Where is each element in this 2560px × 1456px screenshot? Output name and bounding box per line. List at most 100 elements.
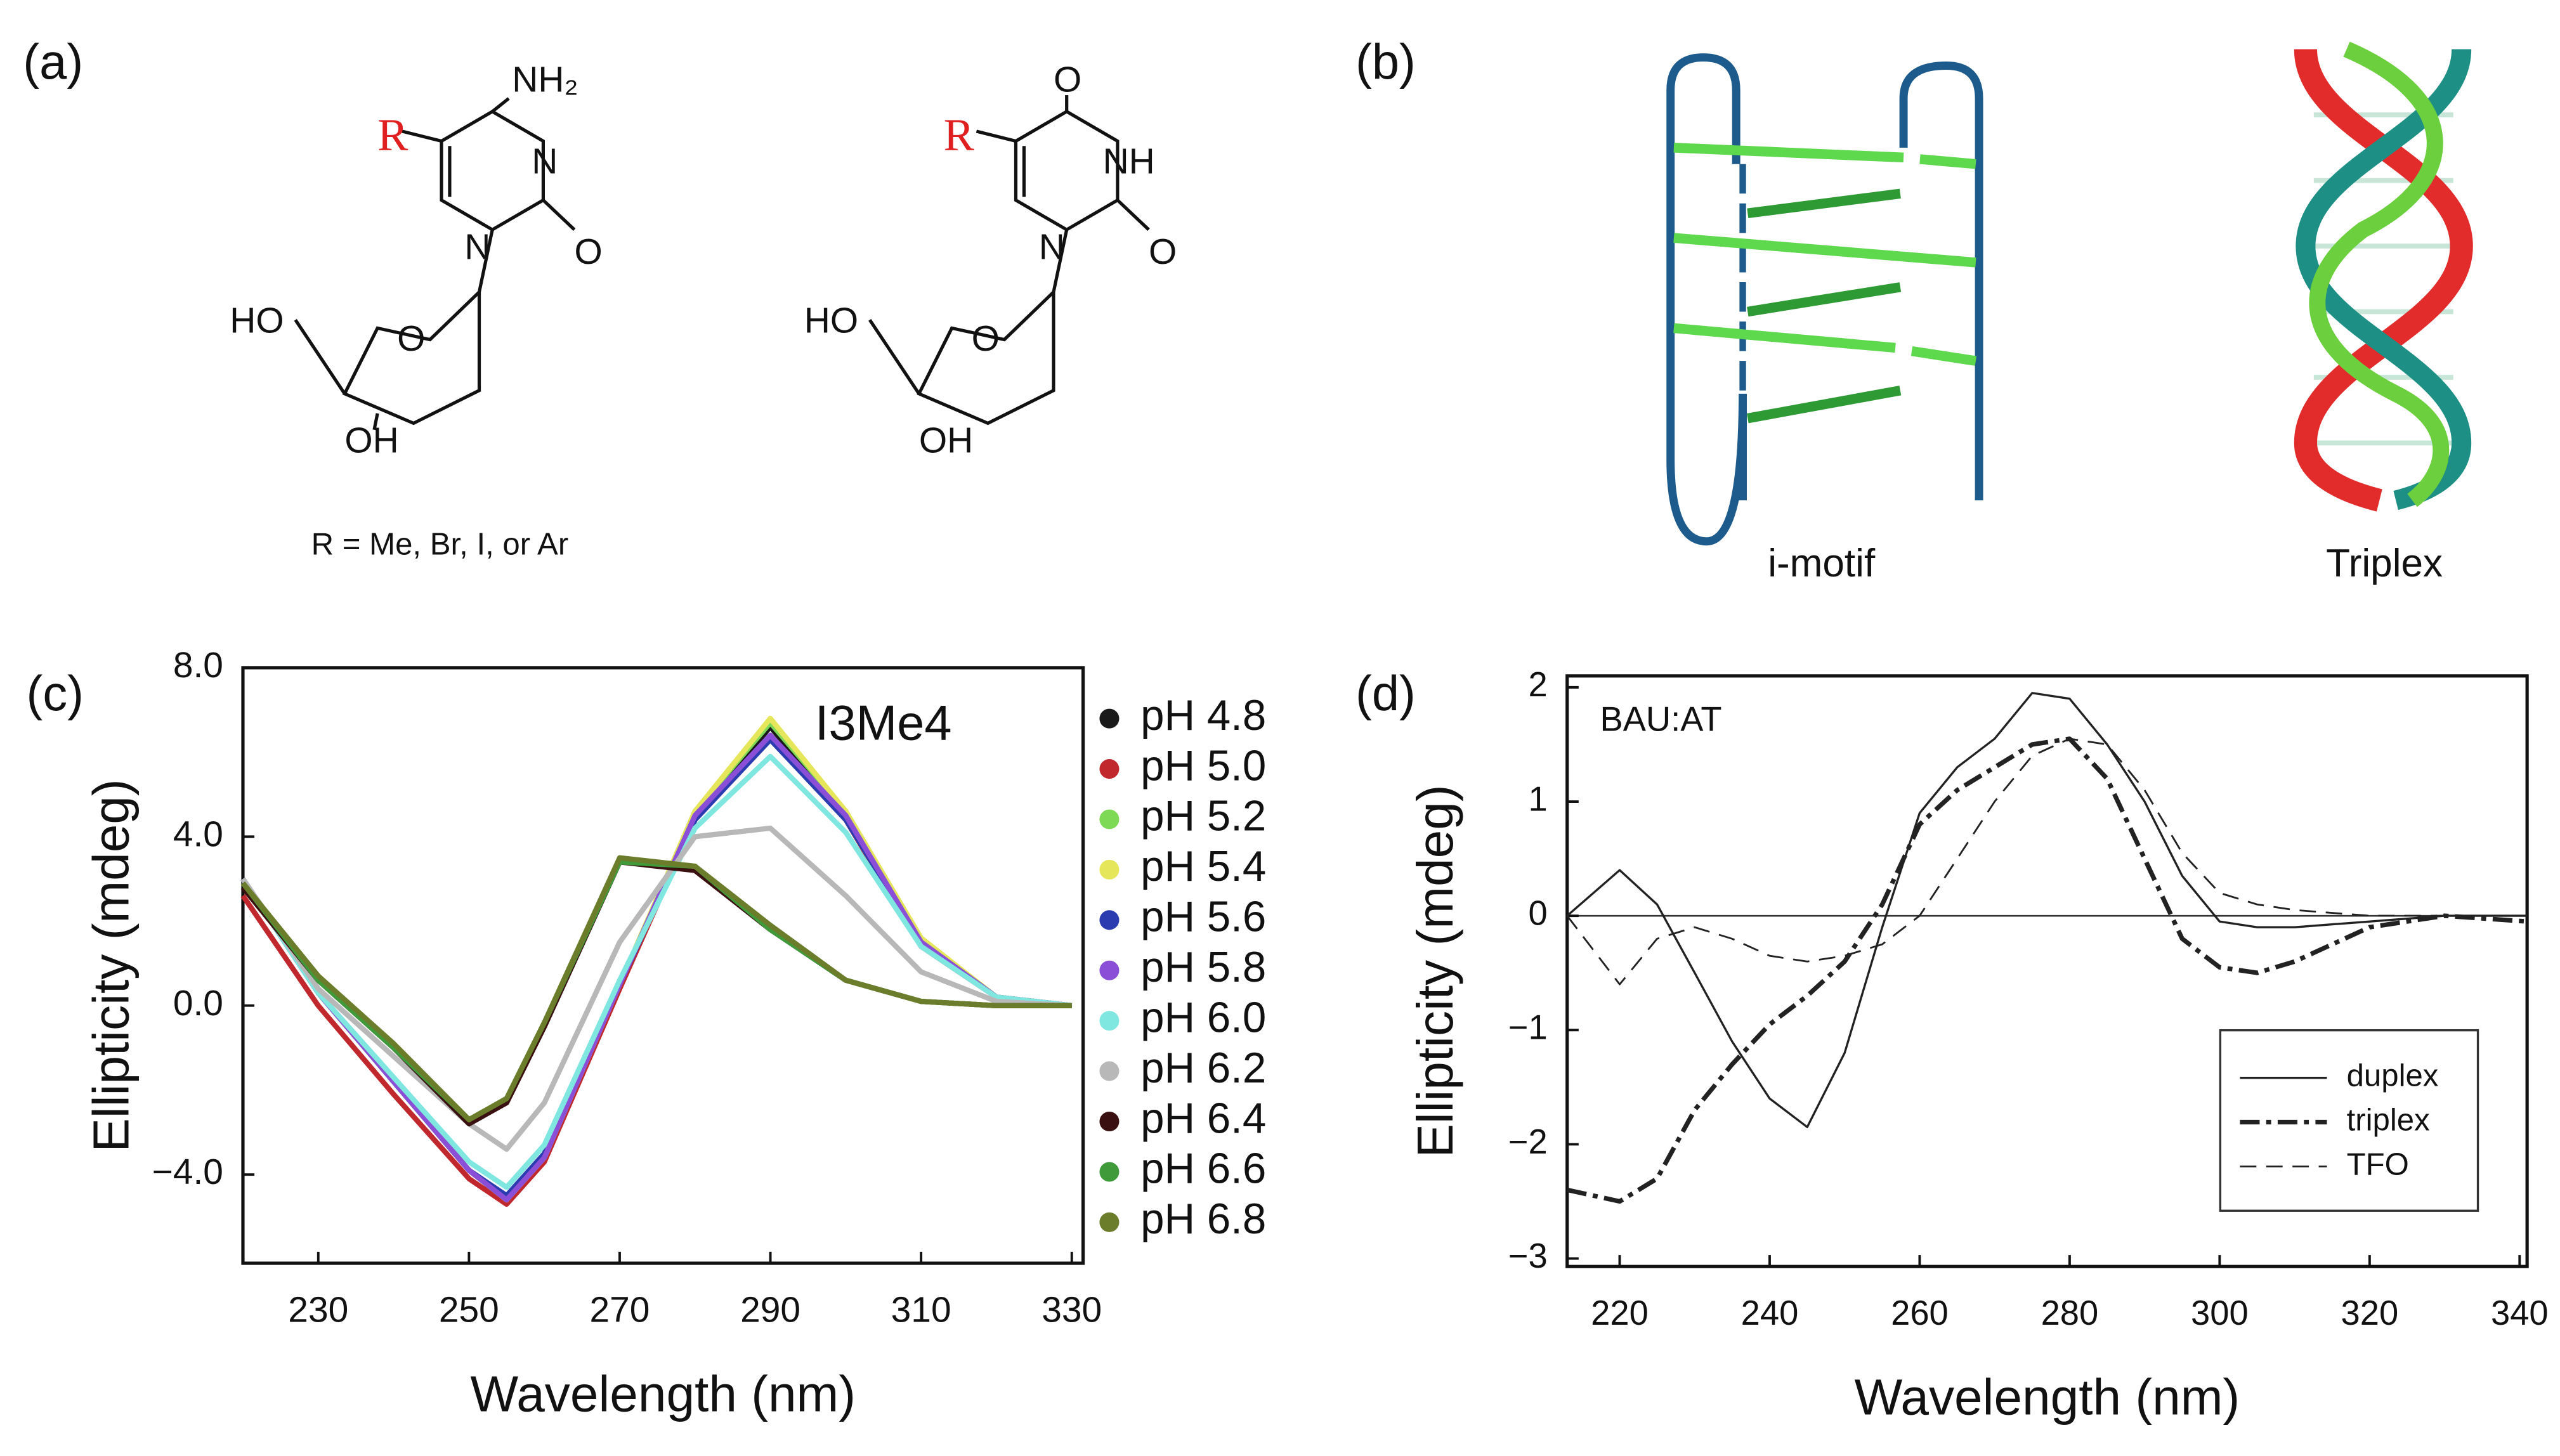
panel-label: (b) [1355,35,1416,89]
x-tick-label: 230 [288,1290,348,1330]
plot-frame [241,666,1085,1265]
x-axis-label: Wavelength (nm) [1855,1368,2240,1426]
data-line [240,737,1073,1199]
legend-entry: pH 5.6 [1140,894,1266,941]
atom: N [464,226,490,267]
bond [491,97,510,113]
atom: NH₂ [512,59,578,100]
legend-swatch [1099,960,1120,980]
x-tick-label: 240 [1741,1294,1799,1332]
data-line [240,732,1073,1203]
data-line [240,825,1072,1152]
strand [2309,41,2450,507]
atom: N [1039,226,1065,267]
bond [372,413,379,431]
legend-swatch [1099,1011,1120,1031]
data-line [240,855,1072,1122]
x-tick-label: 250 [439,1290,499,1330]
bond [402,129,442,143]
legend-entry: pH 4.8 [1140,692,1266,739]
structure-1: NH₂ R N O N HO O OH [230,59,603,460]
x-tick-label: 340 [2491,1294,2549,1332]
x-tick-label: 320 [2341,1294,2399,1332]
y-tick-label: 0.0 [173,983,223,1024]
y-tick-label: 0 [1528,894,1547,933]
atom: O [575,231,603,272]
legend-entry: pH 5.8 [1140,944,1266,991]
y-tick-label: −1 [1508,1008,1548,1047]
bond [976,129,1017,143]
y-axis-label: Ellipticity (mdeg) [82,779,139,1152]
legend-entry: triplex [2347,1103,2431,1138]
atom: OH [344,420,398,461]
data-line [1566,692,2528,1128]
legend-entry: pH 5.0 [1140,742,1266,790]
data-line [240,753,1073,1190]
legend-swatch [1099,1111,1120,1132]
x-tick-label: 270 [589,1290,650,1330]
x-tick-label: 280 [2041,1294,2099,1332]
x-tick-label: 220 [1591,1294,1649,1332]
ring [440,110,545,232]
atom: O [972,318,1000,359]
x-tick-label: 290 [740,1290,800,1330]
annotation: I3Me4 [815,696,952,751]
legend-swatch [1099,809,1120,829]
bond [477,229,494,293]
bond [1116,198,1150,231]
legend-swatch [1099,759,1120,779]
y-tick-label: −3 [1508,1237,1548,1275]
legend-swatch [1099,910,1120,930]
atom-r: R [377,109,408,160]
y-tick-label: 1 [1528,779,1547,818]
drawing-label: i-motif [1768,542,1876,585]
atom: O [397,318,425,359]
legend-entry: pH 6.2 [1140,1044,1266,1092]
legend-swatch [1099,1061,1120,1081]
y-tick-label: 4.0 [173,814,223,854]
x-tick-label: 330 [1042,1290,1102,1330]
atom: N [532,141,558,182]
panel-label: (a) [23,35,83,89]
base-pairs [1673,143,1977,424]
triplex-drawing: Triplex [2294,41,2473,585]
strand [1899,62,1983,501]
legend-entry: pH 6.4 [1140,1095,1266,1142]
structure-2: O R NH O N HO O OH [804,59,1177,460]
annotation: BAU:AT [1600,700,1721,739]
atom: OH [919,420,973,461]
legend-box [2219,1029,2479,1212]
panel-label: (c) [26,666,83,721]
atom: HO [230,301,284,341]
legend-swatch [1099,1212,1120,1232]
legend-entry: pH 5.2 [1140,793,1266,840]
x-tick-label: 300 [2191,1294,2249,1332]
drawing-label: Triplex [2326,542,2443,585]
strand [2294,48,2473,512]
legend-entry: pH 6.8 [1140,1195,1266,1243]
caption: R = Me, Br, I, or Ar [311,527,569,561]
legend-entry: TFO [2347,1147,2409,1181]
y-tick-label: −2 [1508,1122,1548,1161]
data-line [1566,736,2528,1204]
y-tick-label: 8.0 [173,645,223,686]
legend-entry: pH 5.4 [1140,843,1266,890]
legend-entry: duplex [2347,1059,2439,1093]
atom: O [1149,231,1177,272]
bond [1052,229,1069,293]
legend-swatch [1099,859,1120,880]
x-tick-label: 260 [1891,1294,1949,1332]
atom: NH [1103,141,1155,182]
atom: HO [804,301,858,341]
atom-r: R [944,109,975,160]
legend-entry: pH 6.0 [1140,994,1266,1041]
legend-entry: pH 6.6 [1140,1145,1266,1193]
panel-label: (d) [1355,666,1416,721]
data-line [1566,738,2528,985]
legend-swatch [1099,1162,1120,1182]
plot-frame [1565,674,2529,1268]
bond [294,319,346,395]
x-tick-label: 310 [891,1290,951,1330]
